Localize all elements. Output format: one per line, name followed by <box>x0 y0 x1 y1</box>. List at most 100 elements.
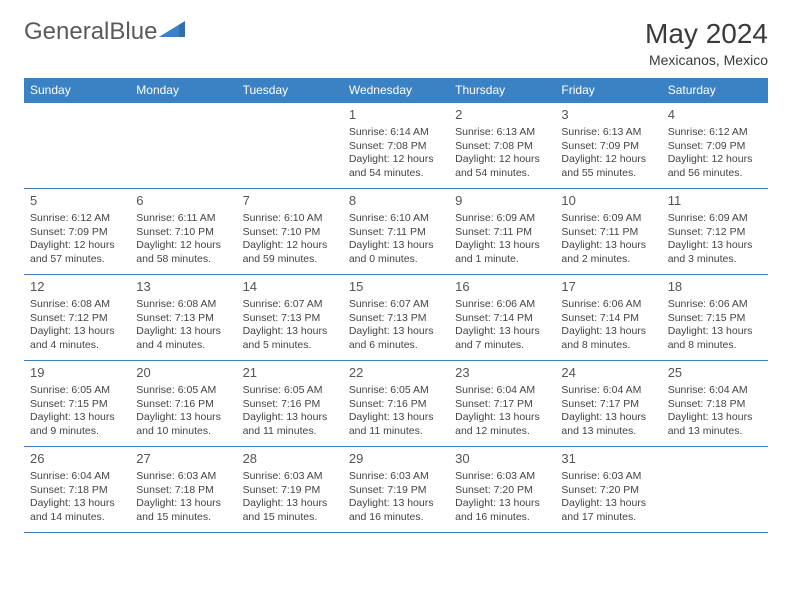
day-number: 25 <box>668 365 762 382</box>
calendar-cell <box>130 103 236 189</box>
day-details: Sunrise: 6:05 AM Sunset: 7:16 PM Dayligh… <box>349 384 443 439</box>
day-number: 28 <box>243 451 337 468</box>
day-number: 23 <box>455 365 549 382</box>
calendar-cell: 20 Sunrise: 6:05 AM Sunset: 7:16 PM Dayli… <box>130 361 236 447</box>
day-details: Sunrise: 6:03 AM Sunset: 7:19 PM Dayligh… <box>243 470 337 525</box>
calendar-cell: 12Sunrise: 6:08 AM Sunset: 7:12 PM Dayli… <box>24 275 130 361</box>
calendar-cell: 5 Sunrise: 6:12 AM Sunset: 7:09 PM Daylig… <box>24 189 130 275</box>
day-number: 30 <box>455 451 549 468</box>
day-number: 27 <box>136 451 230 468</box>
day-header: Saturday <box>662 78 768 103</box>
day-number: 20 <box>136 365 230 382</box>
day-details: Sunrise: 6:03 AM Sunset: 7:19 PM Dayligh… <box>349 470 443 525</box>
day-details: Sunrise: 6:14 AM Sunset: 7:08 PM Dayligh… <box>349 126 443 181</box>
calendar-cell: 23 Sunrise: 6:04 AM Sunset: 7:17 PM Dayli… <box>449 361 555 447</box>
calendar-cell: 10 Sunrise: 6:09 AM Sunset: 7:11 PM Dayli… <box>555 189 661 275</box>
brand-part2: Blue <box>109 18 157 46</box>
day-number: 9 <box>455 193 549 210</box>
page-subtitle: Mexicanos, Mexico <box>645 52 768 68</box>
day-number: 1 <box>349 107 443 124</box>
day-details: Sunrise: 6:09 AM Sunset: 7:12 PM Dayligh… <box>668 212 762 267</box>
day-number: 15 <box>349 279 443 296</box>
day-details: Sunrise: 6:03 AM Sunset: 7:20 PM Dayligh… <box>455 470 549 525</box>
calendar-row: 26Sunrise: 6:04 AM Sunset: 7:18 PM Dayli… <box>24 447 768 533</box>
day-details: Sunrise: 6:10 AM Sunset: 7:10 PM Dayligh… <box>243 212 337 267</box>
calendar-cell: 14 Sunrise: 6:07 AM Sunset: 7:13 PM Dayli… <box>237 275 343 361</box>
calendar-cell: 8 Sunrise: 6:10 AM Sunset: 7:11 PM Daylig… <box>343 189 449 275</box>
header: General Blue May 2024 Mexicanos, Mexico <box>24 18 768 68</box>
day-details: Sunrise: 6:04 AM Sunset: 7:18 PM Dayligh… <box>668 384 762 439</box>
day-number: 10 <box>561 193 655 210</box>
calendar-cell: 15Sunrise: 6:07 AM Sunset: 7:13 PM Dayli… <box>343 275 449 361</box>
day-details: Sunrise: 6:13 AM Sunset: 7:09 PM Dayligh… <box>561 126 655 181</box>
page-title: May 2024 <box>645 18 768 50</box>
calendar-cell: 11 Sunrise: 6:09 AM Sunset: 7:12 PM Dayli… <box>662 189 768 275</box>
calendar-row: 12Sunrise: 6:08 AM Sunset: 7:12 PM Dayli… <box>24 275 768 361</box>
calendar-cell: 9 Sunrise: 6:09 AM Sunset: 7:11 PM Daylig… <box>449 189 555 275</box>
day-number: 4 <box>668 107 762 124</box>
calendar-cell: 16 Sunrise: 6:06 AM Sunset: 7:14 PM Dayli… <box>449 275 555 361</box>
calendar-row: 1 Sunrise: 6:14 AM Sunset: 7:08 PM Daylig… <box>24 103 768 189</box>
day-number: 21 <box>243 365 337 382</box>
day-number: 24 <box>561 365 655 382</box>
calendar-cell: 28 Sunrise: 6:03 AM Sunset: 7:19 PM Dayli… <box>237 447 343 533</box>
calendar-cell: 27 Sunrise: 6:03 AM Sunset: 7:18 PM Dayli… <box>130 447 236 533</box>
day-number: 11 <box>668 193 762 210</box>
calendar-cell: 26Sunrise: 6:04 AM Sunset: 7:18 PM Dayli… <box>24 447 130 533</box>
day-details: Sunrise: 6:03 AM Sunset: 7:18 PM Dayligh… <box>136 470 230 525</box>
day-details: Sunrise: 6:11 AM Sunset: 7:10 PM Dayligh… <box>136 212 230 267</box>
day-details: Sunrise: 6:05 AM Sunset: 7:16 PM Dayligh… <box>243 384 337 439</box>
day-details: Sunrise: 6:06 AM Sunset: 7:14 PM Dayligh… <box>455 298 549 353</box>
calendar-cell <box>24 103 130 189</box>
calendar-row: 19Sunrise: 6:05 AM Sunset: 7:15 PM Dayli… <box>24 361 768 447</box>
calendar-cell <box>237 103 343 189</box>
calendar-cell: 19Sunrise: 6:05 AM Sunset: 7:15 PM Dayli… <box>24 361 130 447</box>
calendar-cell: 17Sunrise: 6:06 AM Sunset: 7:14 PM Dayli… <box>555 275 661 361</box>
day-header: Monday <box>130 78 236 103</box>
day-details: Sunrise: 6:06 AM Sunset: 7:15 PM Dayligh… <box>668 298 762 353</box>
day-details: Sunrise: 6:04 AM Sunset: 7:17 PM Dayligh… <box>561 384 655 439</box>
calendar-cell: 29 Sunrise: 6:03 AM Sunset: 7:19 PM Dayli… <box>343 447 449 533</box>
day-number: 5 <box>30 193 124 210</box>
day-header: Sunday <box>24 78 130 103</box>
day-header: Wednesday <box>343 78 449 103</box>
day-number: 17 <box>561 279 655 296</box>
calendar-cell: 6 Sunrise: 6:11 AM Sunset: 7:10 PM Daylig… <box>130 189 236 275</box>
day-details: Sunrise: 6:12 AM Sunset: 7:09 PM Dayligh… <box>668 126 762 181</box>
calendar-cell: 25 Sunrise: 6:04 AM Sunset: 7:18 PM Dayli… <box>662 361 768 447</box>
calendar-cell: 1 Sunrise: 6:14 AM Sunset: 7:08 PM Daylig… <box>343 103 449 189</box>
brand-part1: General <box>24 18 109 46</box>
calendar-cell: 3 Sunrise: 6:13 AM Sunset: 7:09 PM Daylig… <box>555 103 661 189</box>
calendar-cell: 7 Sunrise: 6:10 AM Sunset: 7:10 PM Daylig… <box>237 189 343 275</box>
day-details: Sunrise: 6:08 AM Sunset: 7:13 PM Dayligh… <box>136 298 230 353</box>
day-details: Sunrise: 6:05 AM Sunset: 7:16 PM Dayligh… <box>136 384 230 439</box>
day-number: 7 <box>243 193 337 210</box>
day-number: 22 <box>349 365 443 382</box>
calendar-cell: 22 Sunrise: 6:05 AM Sunset: 7:16 PM Dayli… <box>343 361 449 447</box>
brand-triangle-icon <box>159 18 185 46</box>
calendar-cell: 24 Sunrise: 6:04 AM Sunset: 7:17 PM Dayli… <box>555 361 661 447</box>
day-details: Sunrise: 6:09 AM Sunset: 7:11 PM Dayligh… <box>561 212 655 267</box>
day-details: Sunrise: 6:12 AM Sunset: 7:09 PM Dayligh… <box>30 212 124 267</box>
title-block: May 2024 Mexicanos, Mexico <box>645 18 768 68</box>
day-number: 14 <box>243 279 337 296</box>
calendar-cell <box>662 447 768 533</box>
day-number: 3 <box>561 107 655 124</box>
day-number: 29 <box>349 451 443 468</box>
calendar-cell: 31Sunrise: 6:03 AM Sunset: 7:20 PM Dayli… <box>555 447 661 533</box>
day-details: Sunrise: 6:13 AM Sunset: 7:08 PM Dayligh… <box>455 126 549 181</box>
day-number: 8 <box>349 193 443 210</box>
day-number: 16 <box>455 279 549 296</box>
day-header: Thursday <box>449 78 555 103</box>
calendar-cell: 21 Sunrise: 6:05 AM Sunset: 7:16 PM Dayli… <box>237 361 343 447</box>
day-details: Sunrise: 6:07 AM Sunset: 7:13 PM Dayligh… <box>243 298 337 353</box>
day-details: Sunrise: 6:04 AM Sunset: 7:17 PM Dayligh… <box>455 384 549 439</box>
day-number: 18 <box>668 279 762 296</box>
brand-logo: General Blue <box>24 18 185 46</box>
day-details: Sunrise: 6:09 AM Sunset: 7:11 PM Dayligh… <box>455 212 549 267</box>
day-details: Sunrise: 6:10 AM Sunset: 7:11 PM Dayligh… <box>349 212 443 267</box>
day-number: 6 <box>136 193 230 210</box>
day-details: Sunrise: 6:03 AM Sunset: 7:20 PM Dayligh… <box>561 470 655 525</box>
day-number: 12 <box>30 279 124 296</box>
calendar-cell: 18 Sunrise: 6:06 AM Sunset: 7:15 PM Dayli… <box>662 275 768 361</box>
